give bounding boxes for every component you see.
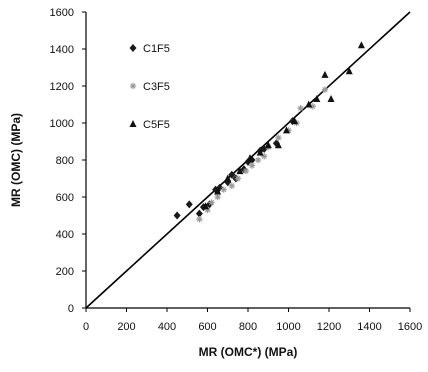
point-c5f5 bbox=[246, 154, 254, 162]
y-tick-label: 1600 bbox=[50, 7, 74, 19]
x-tick-label: 1000 bbox=[276, 321, 300, 333]
point-c5f5 bbox=[256, 148, 264, 156]
point-c1f5 bbox=[195, 209, 203, 218]
x-tick-label: 1400 bbox=[357, 321, 381, 333]
y-tick-label: 1400 bbox=[50, 44, 74, 56]
point-c1f5 bbox=[185, 200, 193, 209]
x-tick-label: 800 bbox=[239, 321, 257, 333]
y-tick-label: 0 bbox=[68, 303, 74, 315]
legend-marker-c3f5 bbox=[129, 82, 137, 90]
point-c3f5 bbox=[214, 193, 221, 201]
point-c3f5 bbox=[220, 186, 227, 193]
x-axis-ticks: 0 200 400 600 800 1000 1200 1400 1600 bbox=[83, 308, 422, 333]
point-c3f5 bbox=[234, 175, 242, 182]
point-c3f5 bbox=[196, 216, 203, 223]
point-c3f5 bbox=[208, 199, 215, 206]
point-c1f5 bbox=[228, 170, 236, 179]
x-tick-label: 1600 bbox=[398, 321, 422, 333]
legend-label-c1f5: C1F5 bbox=[143, 43, 170, 55]
y-tick-label: 600 bbox=[56, 192, 74, 204]
legend: C1F5 C3F5 C5F5 bbox=[129, 43, 170, 131]
point-c3f5 bbox=[228, 182, 235, 190]
point-c5f5 bbox=[282, 126, 290, 134]
point-c5f5 bbox=[357, 41, 365, 49]
legend-marker-c5f5 bbox=[129, 120, 137, 127]
point-c3f5 bbox=[321, 86, 329, 93]
x-tick-label: 400 bbox=[158, 321, 176, 333]
point-c3f5 bbox=[275, 134, 282, 141]
point-c3f5 bbox=[242, 167, 250, 175]
x-tick-label: 0 bbox=[83, 321, 89, 333]
legend-label-c5f5: C5F5 bbox=[143, 119, 170, 131]
y-axis-ticks: 0 200 400 600 800 1000 1200 1400 1600 bbox=[50, 7, 86, 315]
point-c5f5 bbox=[214, 187, 222, 195]
x-tick-label: 600 bbox=[198, 321, 216, 333]
point-c3f5 bbox=[297, 105, 304, 112]
point-c1f5 bbox=[173, 211, 181, 220]
y-tick-label: 1000 bbox=[50, 118, 74, 130]
x-axis-title: MR (OMC*) (MPa) bbox=[199, 345, 298, 359]
point-c5f5 bbox=[264, 141, 272, 149]
point-c5f5 bbox=[321, 70, 329, 78]
x-tick-label: 200 bbox=[117, 321, 135, 333]
data-points bbox=[173, 41, 365, 223]
point-c5f5 bbox=[291, 117, 299, 125]
y-tick-label: 400 bbox=[56, 229, 74, 241]
x-tick-label: 1200 bbox=[317, 321, 341, 333]
y-axis-title: MR (OMC) (MPa) bbox=[9, 113, 23, 207]
point-c5f5 bbox=[305, 100, 313, 108]
point-c5f5 bbox=[201, 202, 209, 210]
legend-label-c3f5: C3F5 bbox=[143, 81, 170, 93]
point-c5f5 bbox=[274, 141, 282, 149]
point-c3f5 bbox=[248, 162, 256, 169]
point-c3f5 bbox=[254, 156, 262, 164]
point-c5f5 bbox=[236, 167, 244, 175]
y-tick-label: 200 bbox=[56, 266, 74, 278]
point-c5f5 bbox=[327, 94, 335, 102]
point-c5f5 bbox=[313, 94, 321, 102]
point-c5f5 bbox=[224, 174, 232, 182]
y-tick-label: 800 bbox=[56, 155, 74, 167]
legend-marker-c1f5 bbox=[129, 44, 137, 52]
point-c5f5 bbox=[345, 67, 353, 75]
y-tick-label: 1200 bbox=[50, 81, 74, 93]
